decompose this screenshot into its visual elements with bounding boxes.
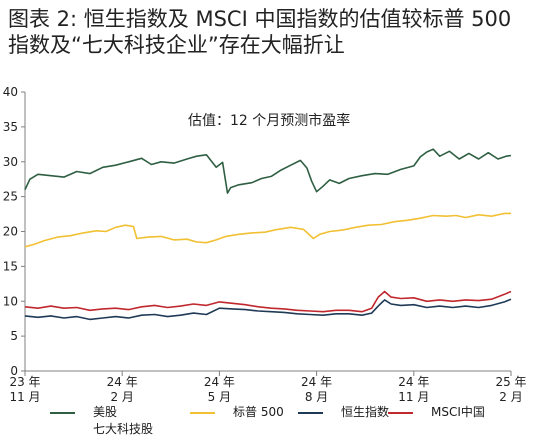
legend-item-magnificent7: 美股 七大科技股	[50, 404, 153, 438]
legend-label-sp500: 标普 500	[233, 405, 284, 419]
y-tick-label: 25	[3, 190, 18, 204]
legend-swatch-msci-china	[388, 412, 413, 414]
legend-label-magnificent7: 美股 七大科技股	[93, 405, 154, 436]
legend-swatch-sp500	[190, 412, 215, 414]
chart-title-line-1: 图表 2: 恒生指数及 MSCI 中国指数的估值较标普 500	[8, 7, 512, 31]
y-tick-label: 5	[10, 329, 18, 343]
series-line-0	[24, 148, 512, 194]
y-tick-label: 10	[3, 294, 18, 308]
legend-item-hsi: 恒生指数	[298, 404, 389, 421]
series-line-1	[24, 212, 511, 248]
legend-swatch-magnificent7	[50, 412, 75, 414]
y-tick-label: 20	[3, 225, 18, 239]
legend-item-sp500: 标普 500	[190, 404, 284, 421]
y-tick-label: 0	[10, 364, 18, 378]
legend-label-hsi: 恒生指数	[341, 405, 390, 419]
legend-label-msci-china: MSCI中国	[431, 405, 485, 419]
legend-item-msci-china: MSCI中国	[388, 404, 485, 421]
x-tick-label: 23 年 11 月	[9, 375, 40, 404]
chart-title-line-2: 指数及“七大科技企业”存在大幅折让	[8, 33, 345, 57]
legend-swatch-hsi	[298, 412, 323, 414]
y-tick-label: 15	[3, 259, 18, 273]
y-tick-label: 40	[3, 85, 18, 99]
chart-annotation: 估值：12 个月预测市盈率	[188, 112, 350, 129]
y-tick-label: 35	[3, 120, 18, 134]
chart-legend: 美股 七大科技股 标普 500 恒生指数 MSCI中国	[0, 404, 539, 441]
x-tick-label: 24 年 11 月	[398, 375, 429, 404]
y-tick-label: 30	[3, 155, 18, 169]
series-lines	[24, 148, 512, 321]
chart-title: 图表 2: 恒生指数及 MSCI 中国指数的估值较标普 500 指数及“七大科技…	[8, 6, 533, 58]
series-line-2	[24, 298, 512, 321]
series-line-3	[24, 290, 512, 313]
